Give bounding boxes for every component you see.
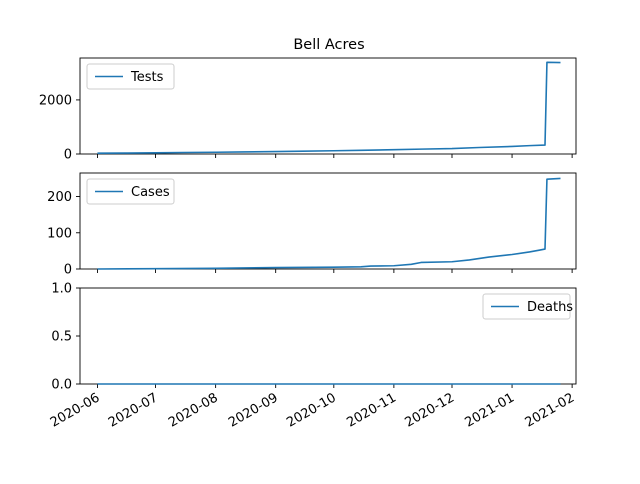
legend: Deaths [482, 293, 573, 320]
legend-box [86, 178, 175, 205]
axes-frame [79, 172, 577, 270]
x-tick-label: 2021-02 [523, 390, 578, 430]
x-tick-label: 2020-09 [226, 390, 281, 430]
legend-box [482, 293, 571, 320]
x-tick-label: 2020-08 [166, 390, 221, 430]
y-tick-label: 0.5 [51, 330, 72, 345]
legend: Tests [86, 63, 175, 90]
series-line-tests [97, 61, 561, 154]
y-tick-label: 200 [47, 190, 72, 205]
series-line-cases [97, 177, 561, 270]
y-tick-label: 2000 [39, 93, 72, 108]
x-tick-label: 2020-06 [48, 390, 103, 430]
legend-label: Cases [131, 185, 170, 200]
x-tick-label: 2020-10 [284, 390, 339, 430]
x-tick-label: 2020-12 [402, 390, 457, 430]
y-tick-label: 0 [64, 263, 72, 278]
panel-3: 0.0 0.5 1.0 Deaths [51, 282, 577, 393]
y-tick-label: 1.0 [51, 282, 72, 297]
x-tick-label: 2021-01 [463, 390, 518, 430]
legend-box [86, 63, 175, 90]
panels: 0 2000 Tests 0 100 200 Cases 0.0 0.5 1.0 Deaths 202… [39, 57, 578, 431]
legend: Cases [86, 178, 175, 205]
panel-1: 0 2000 Tests [39, 57, 577, 163]
legend-label: Deaths [527, 300, 573, 315]
x-tick-label: 2020-07 [106, 390, 161, 430]
chart-title: Bell Acres [293, 37, 364, 53]
y-tick-label: 100 [47, 226, 72, 241]
y-tick-label: 0.0 [51, 378, 72, 393]
axes-frame [79, 57, 577, 155]
legend-label: Tests [130, 70, 164, 85]
x-tick-label: 2020-11 [344, 390, 399, 430]
panel-2: 0 100 200 Cases [47, 172, 577, 278]
y-tick-label: 0 [64, 148, 72, 163]
